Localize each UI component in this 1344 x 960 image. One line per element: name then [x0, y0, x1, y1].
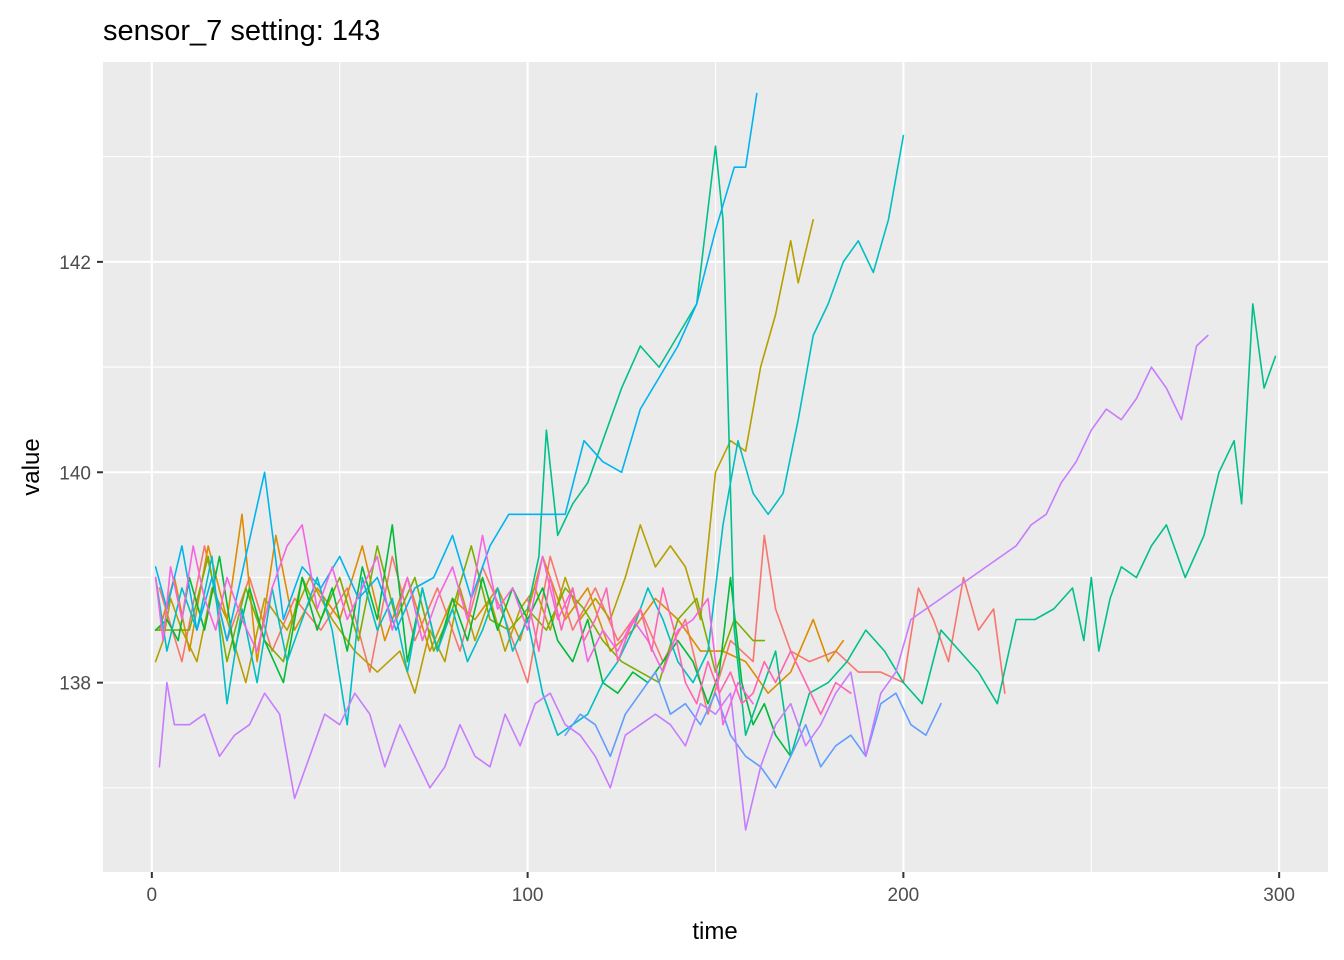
series-line-3 [154, 219, 815, 695]
y-tick-label: 138 [59, 674, 91, 695]
series-line-12 [526, 576, 852, 716]
series-line-4 [154, 545, 766, 684]
series-line-10 [158, 334, 1209, 831]
minor-grid [103, 62, 1328, 872]
series-line-7 [154, 134, 905, 737]
x-axis-title: time [692, 918, 737, 945]
series-line-9 [564, 671, 942, 789]
x-tick-label: 100 [512, 885, 544, 906]
y-tick-label: 140 [59, 463, 91, 484]
major-grid [103, 62, 1328, 872]
x-tick-label: 0 [147, 885, 158, 906]
y-axis-title: value [18, 438, 45, 495]
chart-title: sensor_7 setting: 143 [103, 15, 380, 47]
x-axis: 0 100 200 300 [147, 872, 1295, 906]
series-line-5 [154, 524, 792, 758]
series-line-8 [154, 92, 758, 642]
series-line-6 [526, 145, 1277, 758]
x-tick-label: 200 [888, 885, 920, 906]
series-layer [154, 92, 1277, 831]
y-axis: 138 140 142 [59, 253, 103, 695]
y-tick-label: 142 [59, 253, 91, 274]
series-line-11 [154, 524, 754, 726]
x-tick-label: 300 [1263, 885, 1295, 906]
